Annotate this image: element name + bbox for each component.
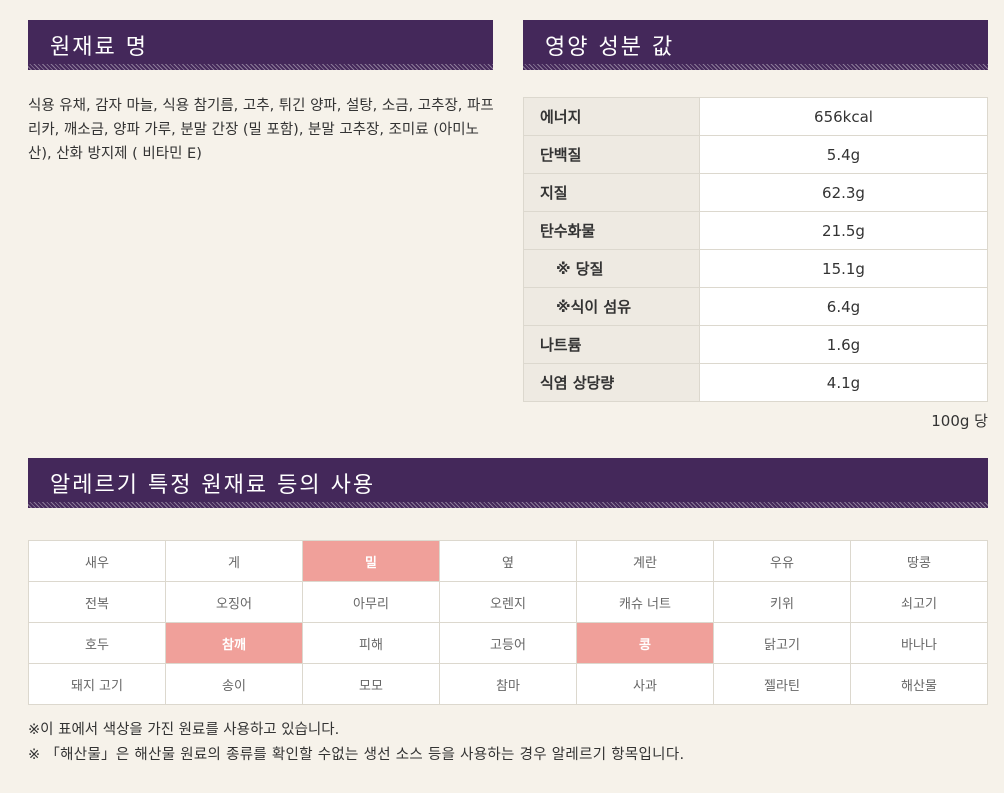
allergen-cell: 닭고기	[713, 622, 851, 664]
nutrition-value: 21.5g	[699, 211, 988, 250]
allergen-cell: 피해	[302, 622, 440, 664]
nutrition-name: 에너지	[523, 97, 700, 136]
allergen-cell: 게	[165, 540, 303, 582]
nutrition-row: 식염 상당량 4.1g	[523, 363, 988, 402]
allergen-cell: 해산물	[850, 663, 988, 705]
nutrition-value: 656kcal	[699, 97, 988, 136]
nutrition-value: 1.6g	[699, 325, 988, 364]
allergen-cell: 돼지 고기	[28, 663, 166, 705]
footnote: ※ 「해산물」은 해산물 원료의 종류를 확인할 수없는 생선 소스 등을 사용…	[28, 747, 685, 763]
allergen-cell: 밀	[302, 540, 440, 582]
nutrition-name: 나트륨	[523, 325, 700, 364]
nutrition-name: 탄수화물	[523, 211, 700, 250]
nutrition-value: 4.1g	[699, 363, 988, 402]
allergen-cell: 아무리	[302, 581, 440, 623]
allergen-row: 호두 참깨 피해 고등어 콩 닭고기 바나나	[28, 622, 988, 664]
allergen-cell: 송이	[165, 663, 303, 705]
allergen-cell: 참마	[439, 663, 577, 705]
footnote: ※이 표에서 색상을 가진 원료를 사용하고 있습니다.	[28, 722, 340, 738]
nutrition-value: 5.4g	[699, 135, 988, 174]
allergen-cell: 젤라틴	[713, 663, 851, 705]
nutrition-row: 에너지 656kcal	[523, 97, 988, 136]
per-serving-note: 100g 당	[931, 412, 988, 430]
allergen-cell: 캐슈 너트	[576, 581, 714, 623]
nutrition-name: ※ 당질	[523, 249, 700, 288]
nutrition-row: ※ 당질 15.1g	[523, 249, 988, 288]
allergen-cell: 키위	[713, 581, 851, 623]
nutrition-name: 단백질	[523, 135, 700, 174]
ingredients-text: 식용 유채, 감자 마늘, 식용 참기름, 고추, 튀긴 양파, 설탕, 소금,…	[28, 98, 494, 162]
allergens-title: 알레르기 특정 원재료 등의 사용	[50, 473, 376, 498]
nutrition-row: 나트륨 1.6g	[523, 325, 988, 364]
allergen-cell: 고등어	[439, 622, 577, 664]
nutrition-row: ※식이 섬유 6.4g	[523, 287, 988, 326]
allergen-cell: 옆	[439, 540, 577, 582]
allergen-cell: 우유	[713, 540, 851, 582]
allergen-cell: 사과	[576, 663, 714, 705]
nutrition-value: 62.3g	[699, 173, 988, 212]
nutrition-row: 탄수화물 21.5g	[523, 211, 988, 250]
allergen-cell: 모모	[302, 663, 440, 705]
nutrition-table: 에너지 656kcal 단백질 5.4g 지질 62.3g 탄수화물 21.5g…	[523, 97, 988, 402]
allergen-cell: 계란	[576, 540, 714, 582]
allergen-table: 새우 게 밀 옆 계란 우유 땅콩 전복 오징어 아무리 오렌지 캐슈 너트 키위 쇠고기 호두 참깨 피해 고등…	[28, 540, 988, 705]
ingredients-title: 원재료 명	[50, 35, 148, 60]
allergen-cell: 쇠고기	[850, 581, 988, 623]
nutrition-name: 지질	[523, 173, 700, 212]
allergen-row: 새우 게 밀 옆 계란 우유 땅콩	[28, 540, 988, 582]
nutrition-row: 지질 62.3g	[523, 173, 988, 212]
allergen-cell: 콩	[576, 622, 714, 664]
allergens-header: 알레르기 특정 원재료 등의 사용	[28, 458, 988, 508]
nutrition-header: 영양 성분 값	[523, 20, 988, 70]
nutrition-row: 단백질 5.4g	[523, 135, 988, 174]
allergen-cell: 호두	[28, 622, 166, 664]
allergen-row: 전복 오징어 아무리 오렌지 캐슈 너트 키위 쇠고기	[28, 581, 988, 623]
allergen-cell: 오징어	[165, 581, 303, 623]
allergen-cell: 오렌지	[439, 581, 577, 623]
nutrition-name: ※식이 섬유	[523, 287, 700, 326]
allergen-cell: 바나나	[850, 622, 988, 664]
nutrition-value: 6.4g	[699, 287, 988, 326]
allergen-cell: 전복	[28, 581, 166, 623]
nutrition-name: 식염 상당량	[523, 363, 700, 402]
allergen-cell: 땅콩	[850, 540, 988, 582]
ingredients-header: 원재료 명	[28, 20, 493, 70]
allergen-row: 돼지 고기 송이 모모 참마 사과 젤라틴 해산물	[28, 663, 988, 705]
allergen-cell: 새우	[28, 540, 166, 582]
nutrition-value: 15.1g	[699, 249, 988, 288]
allergen-cell: 참깨	[165, 622, 303, 664]
nutrition-title: 영양 성분 값	[545, 35, 675, 60]
